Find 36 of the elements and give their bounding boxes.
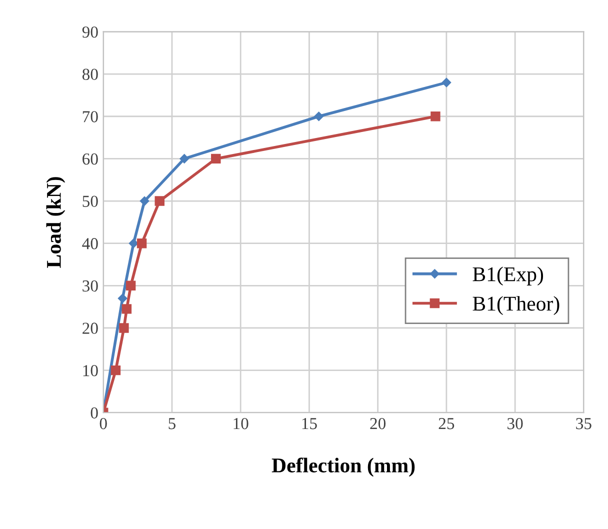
point [118, 294, 128, 303]
point [430, 112, 440, 122]
point [314, 112, 324, 122]
y-tick-label: 60 [82, 153, 98, 165]
y-tick-label: 40 [82, 238, 98, 250]
x-tick-label: 10 [234, 418, 248, 430]
point [140, 196, 150, 206]
point [180, 154, 189, 164]
point [442, 78, 452, 88]
point [136, 238, 147, 248]
y-tick-label: 90 [82, 26, 98, 38]
x-tick-label: 35 [576, 418, 592, 430]
point [211, 154, 221, 164]
x-tick-label: 15 [302, 418, 317, 430]
point [128, 238, 138, 248]
x-tick-label: 25 [438, 418, 454, 430]
point [119, 323, 129, 333]
x-tick-label: 0 [100, 418, 107, 430]
y-tick-label: 0 [90, 407, 98, 419]
legend-label: B1(Exp) [472, 266, 544, 286]
point [126, 280, 136, 291]
y-tick-label: 30 [82, 280, 98, 292]
x-tick-label: 30 [508, 418, 523, 430]
y-tick-label: 80 [82, 68, 98, 80]
x-axis-title: Deflection (mm) [272, 458, 415, 477]
y-tick-label: 20 [82, 322, 98, 334]
point [154, 196, 164, 206]
y-tick-label: 50 [82, 196, 98, 207]
y-axis-title: Load (kN) [46, 177, 66, 268]
point [110, 365, 121, 376]
legend-label: B1(Theor) [472, 296, 560, 315]
y-tick-label: 70 [82, 111, 98, 122]
x-tick-label: 5 [168, 418, 176, 430]
x-tick-label: 20 [370, 418, 386, 430]
y-tick-label: 10 [83, 365, 98, 376]
point [122, 304, 132, 314]
